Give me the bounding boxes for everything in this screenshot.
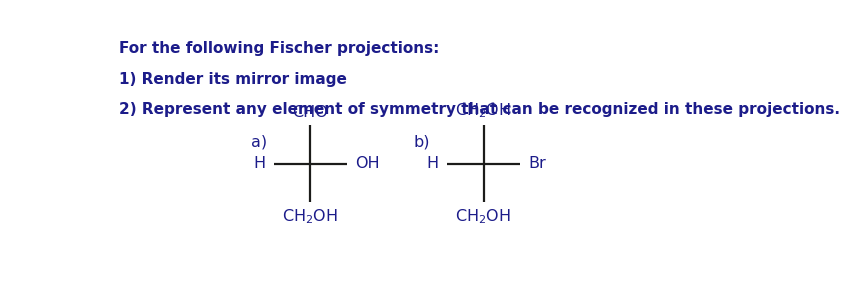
Text: H: H bbox=[253, 156, 265, 171]
Text: Br: Br bbox=[528, 156, 545, 171]
Text: H: H bbox=[427, 156, 439, 171]
Text: $\mathregular{CH_2OH}$: $\mathregular{CH_2OH}$ bbox=[455, 101, 511, 120]
Text: a): a) bbox=[251, 134, 266, 149]
Text: 1) Render its mirror image: 1) Render its mirror image bbox=[119, 72, 347, 87]
Text: $\mathregular{CH_2OH}$: $\mathregular{CH_2OH}$ bbox=[455, 207, 511, 226]
Text: For the following Fischer projections:: For the following Fischer projections: bbox=[119, 41, 440, 56]
Text: OH: OH bbox=[355, 156, 380, 171]
Text: b): b) bbox=[414, 134, 430, 149]
Text: 2) Represent any element of symmetry that can be recognized in these projections: 2) Represent any element of symmetry tha… bbox=[119, 102, 840, 117]
Text: $\mathregular{CH_2OH}$: $\mathregular{CH_2OH}$ bbox=[283, 207, 338, 226]
Text: CHO: CHO bbox=[293, 105, 328, 120]
